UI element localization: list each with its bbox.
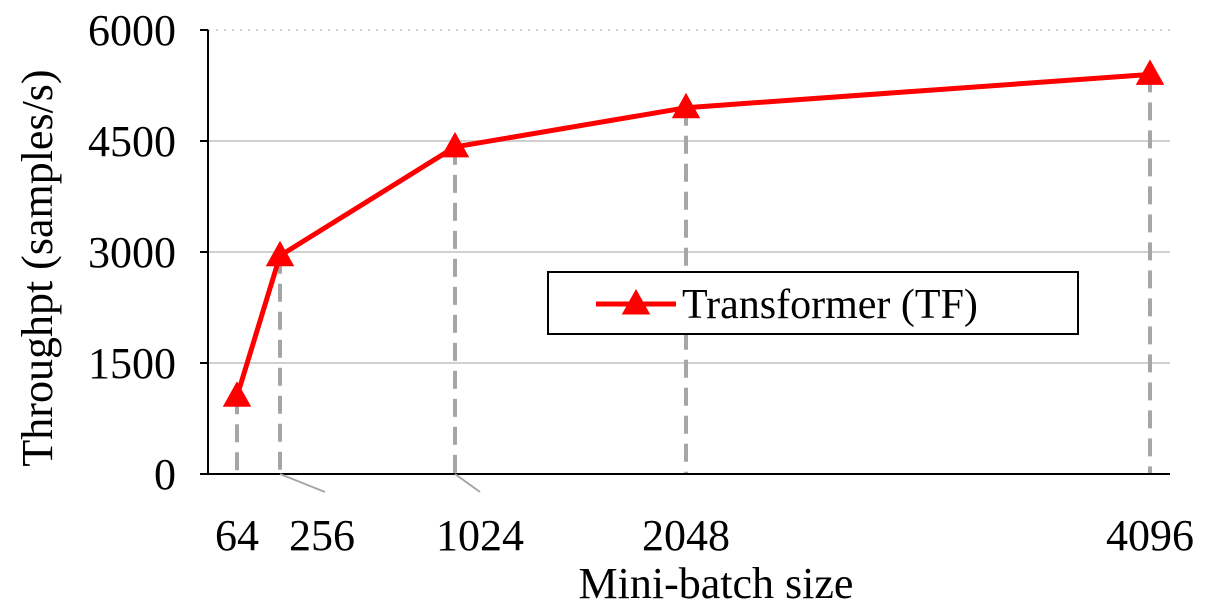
data-point-marker: [265, 240, 295, 267]
y-tick-label: 0: [154, 450, 176, 499]
x-label-leader-line: [279, 473, 326, 493]
y-tick-label: 1500: [88, 339, 176, 388]
x-tick-labels: 64 256 1024 2048 4096: [215, 473, 1194, 560]
y-tick-labels: 0 1500 3000 4500 6000: [88, 6, 176, 499]
axes: [200, 29, 1170, 475]
x-tick-label: 256: [289, 511, 355, 560]
x-tick-label: 2048: [642, 511, 730, 560]
y-axis-title: Throughpt (samples/s): [13, 69, 62, 466]
legend-triangle-marker: [621, 289, 651, 315]
x-tick-label: 4096: [1106, 511, 1194, 560]
x-tick-label: 1024: [436, 511, 524, 560]
x-tick-label: 64: [215, 511, 259, 560]
series-layer: [222, 59, 1165, 407]
x-axis-title: Mini-batch size: [579, 559, 854, 606]
y-tick-label: 3000: [88, 228, 176, 277]
data-point-marker: [1135, 59, 1165, 85]
y-tick-label: 6000: [88, 6, 176, 55]
data-point-marker: [222, 381, 252, 407]
legend-label: Transformer (TF): [682, 282, 978, 328]
gridlines: [208, 29, 1170, 364]
data-point-marker: [440, 131, 470, 158]
legend: Transformer (TF): [547, 271, 1079, 335]
x-label-leader-line: [454, 473, 481, 493]
series-line: [234, 71, 1151, 398]
y-tick-label: 4500: [88, 117, 176, 166]
data-point-marker: [671, 92, 701, 119]
